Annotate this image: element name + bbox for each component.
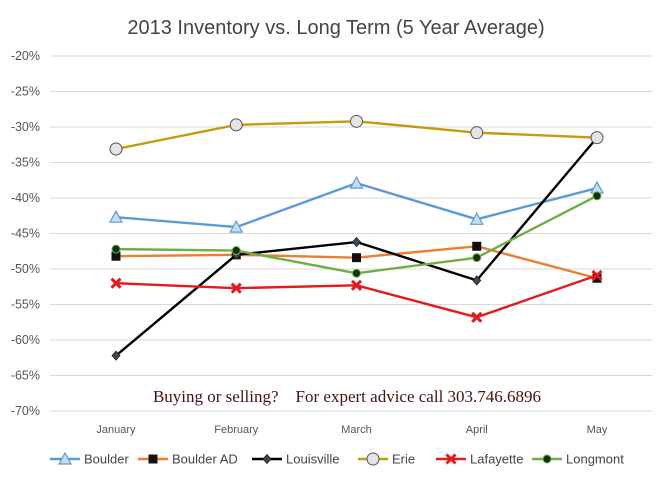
y-tick-label: -30% [11, 120, 40, 134]
y-tick-label: -70% [11, 404, 40, 418]
data-point-boulder [229, 219, 244, 233]
x-tick-label: April [466, 424, 488, 436]
legend-label: Lafayette [470, 452, 524, 467]
y-tick-label: -25% [11, 85, 40, 99]
data-point-longmont [472, 253, 482, 263]
series-longmont [111, 191, 602, 278]
legend-label: Erie [392, 452, 415, 467]
y-tick-label: -35% [11, 156, 40, 170]
legend-label: Louisville [286, 452, 339, 467]
legend-marker [148, 454, 158, 464]
legend-entry-longmont: Longmont [532, 452, 624, 467]
legend-label: Longmont [566, 452, 624, 467]
y-tick-label: -50% [11, 262, 40, 276]
y-tick-label: -65% [11, 369, 40, 383]
series-lines [108, 114, 605, 361]
data-point-longmont [111, 244, 121, 254]
data-point-louisville [472, 275, 482, 286]
series-boulder [108, 175, 605, 233]
data-point-boulder-ad [592, 273, 602, 283]
x-tick-label: May [587, 424, 608, 436]
data-point-erie [350, 114, 363, 128]
x-axis-ticks: January February March April May [96, 424, 607, 436]
y-tick-label: -60% [11, 333, 40, 347]
data-point-louisville [351, 236, 362, 248]
data-point-boulder-ad [472, 241, 482, 251]
data-point-boulder [349, 175, 364, 189]
chart-title: 2013 Inventory vs. Long Term (5 Year Ave… [127, 17, 544, 39]
x-tick-label: March [341, 424, 372, 436]
data-point-longmont [231, 246, 241, 256]
legend-label: Boulder AD [172, 452, 238, 467]
legend-marker [445, 453, 457, 465]
advice-annotation: Buying or selling? For expert advice cal… [153, 387, 541, 406]
legend-label: Boulder [84, 452, 129, 467]
data-point-boulder-ad [111, 251, 121, 261]
legend-entry-boulder-ad: Boulder AD [138, 452, 238, 467]
legend-marker [262, 453, 272, 465]
series-erie [109, 114, 604, 156]
data-point-longmont [592, 191, 602, 201]
series-louisville [111, 132, 602, 361]
data-point-erie [229, 118, 243, 132]
x-tick-label: February [214, 424, 259, 436]
series-lafayette [110, 269, 603, 323]
legend-marker [366, 452, 380, 466]
data-point-lafayette [350, 279, 363, 291]
data-point-lafayette [110, 277, 122, 289]
series-line-boulder [115, 181, 598, 229]
y-axis-ticks: -20% -25% -30% -35% -40% -45% -50% -55% -60% -65%… [11, 49, 40, 418]
legend-entry-erie: Erie [358, 452, 415, 467]
data-point-lafayette [230, 282, 242, 294]
y-tick-label: -45% [11, 227, 40, 241]
data-point-lafayette [471, 311, 483, 323]
legend-entry-boulder: Boulder [50, 452, 129, 467]
legend: Boulder Boulder AD Louisville Erie Lafayette… [50, 452, 624, 467]
x-tick-label: January [96, 424, 136, 436]
data-point-boulder-ad [352, 253, 361, 263]
data-point-erie [470, 126, 484, 140]
y-tick-label: -40% [11, 191, 40, 205]
data-point-longmont [352, 268, 361, 278]
data-point-boulder [469, 212, 484, 225]
data-point-lafayette [591, 269, 603, 281]
y-tick-label: -55% [11, 298, 40, 312]
data-point-erie [590, 131, 604, 145]
data-point-louisville [111, 350, 121, 361]
data-point-boulder [108, 209, 124, 223]
legend-marker [57, 451, 73, 465]
data-point-erie [109, 142, 123, 156]
legend-marker [542, 454, 552, 464]
legend-entry-louisville: Louisville [252, 452, 339, 467]
legend-entry-lafayette: Lafayette [436, 452, 524, 467]
y-tick-label: -20% [11, 49, 40, 63]
gridlines [50, 55, 652, 412]
